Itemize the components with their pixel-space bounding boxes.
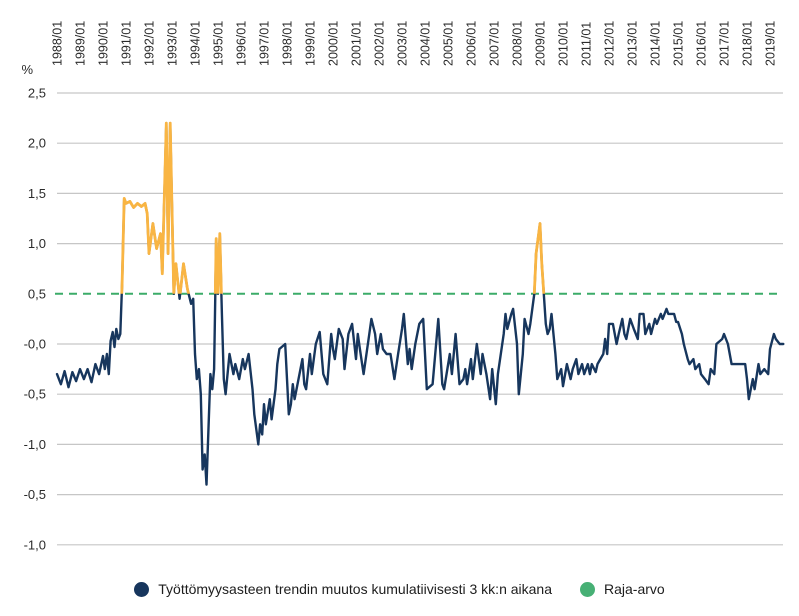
x-tick-label: 2017/01 [718, 21, 732, 66]
x-tick-label: 1992/01 [143, 21, 157, 66]
x-tick-label: 1991/01 [120, 21, 134, 66]
y-tick-label: 2,5 [28, 86, 46, 101]
x-tick-label: 2002/01 [373, 21, 387, 66]
x-tick-label: 2011/01 [580, 22, 594, 66]
x-tick-label: 2001/01 [350, 21, 364, 66]
x-tick-label: 2007/01 [488, 21, 502, 66]
series-line-above-threshold [120, 121, 546, 294]
y-tick-label: 1,5 [28, 186, 46, 201]
legend-item-series: Työttömyysasteen trendin muutos kumulati… [134, 581, 552, 597]
x-tick-label: 1996/01 [235, 21, 249, 66]
x-tick-label: 2015/01 [672, 21, 686, 66]
x-tick-label: 2009/01 [534, 21, 548, 66]
legend: Työttömyysasteen trendin muutos kumulati… [0, 581, 799, 597]
threshold-legend-dot-icon [580, 581, 596, 597]
x-tick-label: 1989/01 [74, 21, 88, 66]
x-tick-label: 1988/01 [51, 21, 65, 66]
y-tick-label: 0,5 [28, 286, 46, 301]
x-tick-label: 2014/01 [649, 21, 663, 66]
x-tick-label: 1990/01 [97, 21, 111, 66]
x-tick-label: 1998/01 [281, 21, 295, 66]
x-tick-label: 2012/01 [603, 21, 617, 66]
y-tick-label: -0,0 [24, 337, 46, 352]
x-tick-label: 2019/01 [764, 21, 778, 66]
y-tick-label: -1,0 [24, 437, 46, 452]
x-tick-label: 2005/01 [442, 21, 456, 66]
x-tick-label: 1995/01 [212, 21, 226, 66]
x-tick-label: 2006/01 [465, 21, 479, 66]
x-tick-label: 2010/01 [557, 21, 571, 66]
y-axis-unit-label: % [21, 62, 33, 77]
series-legend-label: Työttömyysasteen trendin muutos kumulati… [158, 581, 553, 597]
x-tick-label: 2004/01 [419, 21, 433, 66]
y-tick-label: -1,0 [24, 537, 46, 552]
x-tick-label: 2003/01 [396, 21, 410, 66]
x-tick-label: 2008/01 [511, 21, 525, 66]
x-tick-label: 2018/01 [741, 21, 755, 66]
threshold-legend-label: Raja-arvo [604, 581, 665, 597]
x-tick-label: 2000/01 [327, 21, 341, 66]
x-tick-label: 2013/01 [626, 21, 640, 66]
x-tick-label: 1999/01 [304, 21, 318, 66]
y-tick-label: 1,0 [28, 236, 46, 251]
x-tick-label: 1994/01 [189, 21, 203, 66]
x-tick-label: 2016/01 [695, 21, 709, 66]
legend-item-threshold: Raja-arvo [580, 581, 665, 597]
x-tick-label: 1997/01 [258, 21, 272, 66]
y-tick-label: 2,0 [28, 136, 46, 151]
series-legend-dot-icon [134, 581, 150, 597]
y-tick-label: -0,5 [24, 387, 46, 402]
x-tick-label: 1993/01 [166, 21, 180, 66]
y-tick-label: -0,5 [24, 487, 46, 502]
